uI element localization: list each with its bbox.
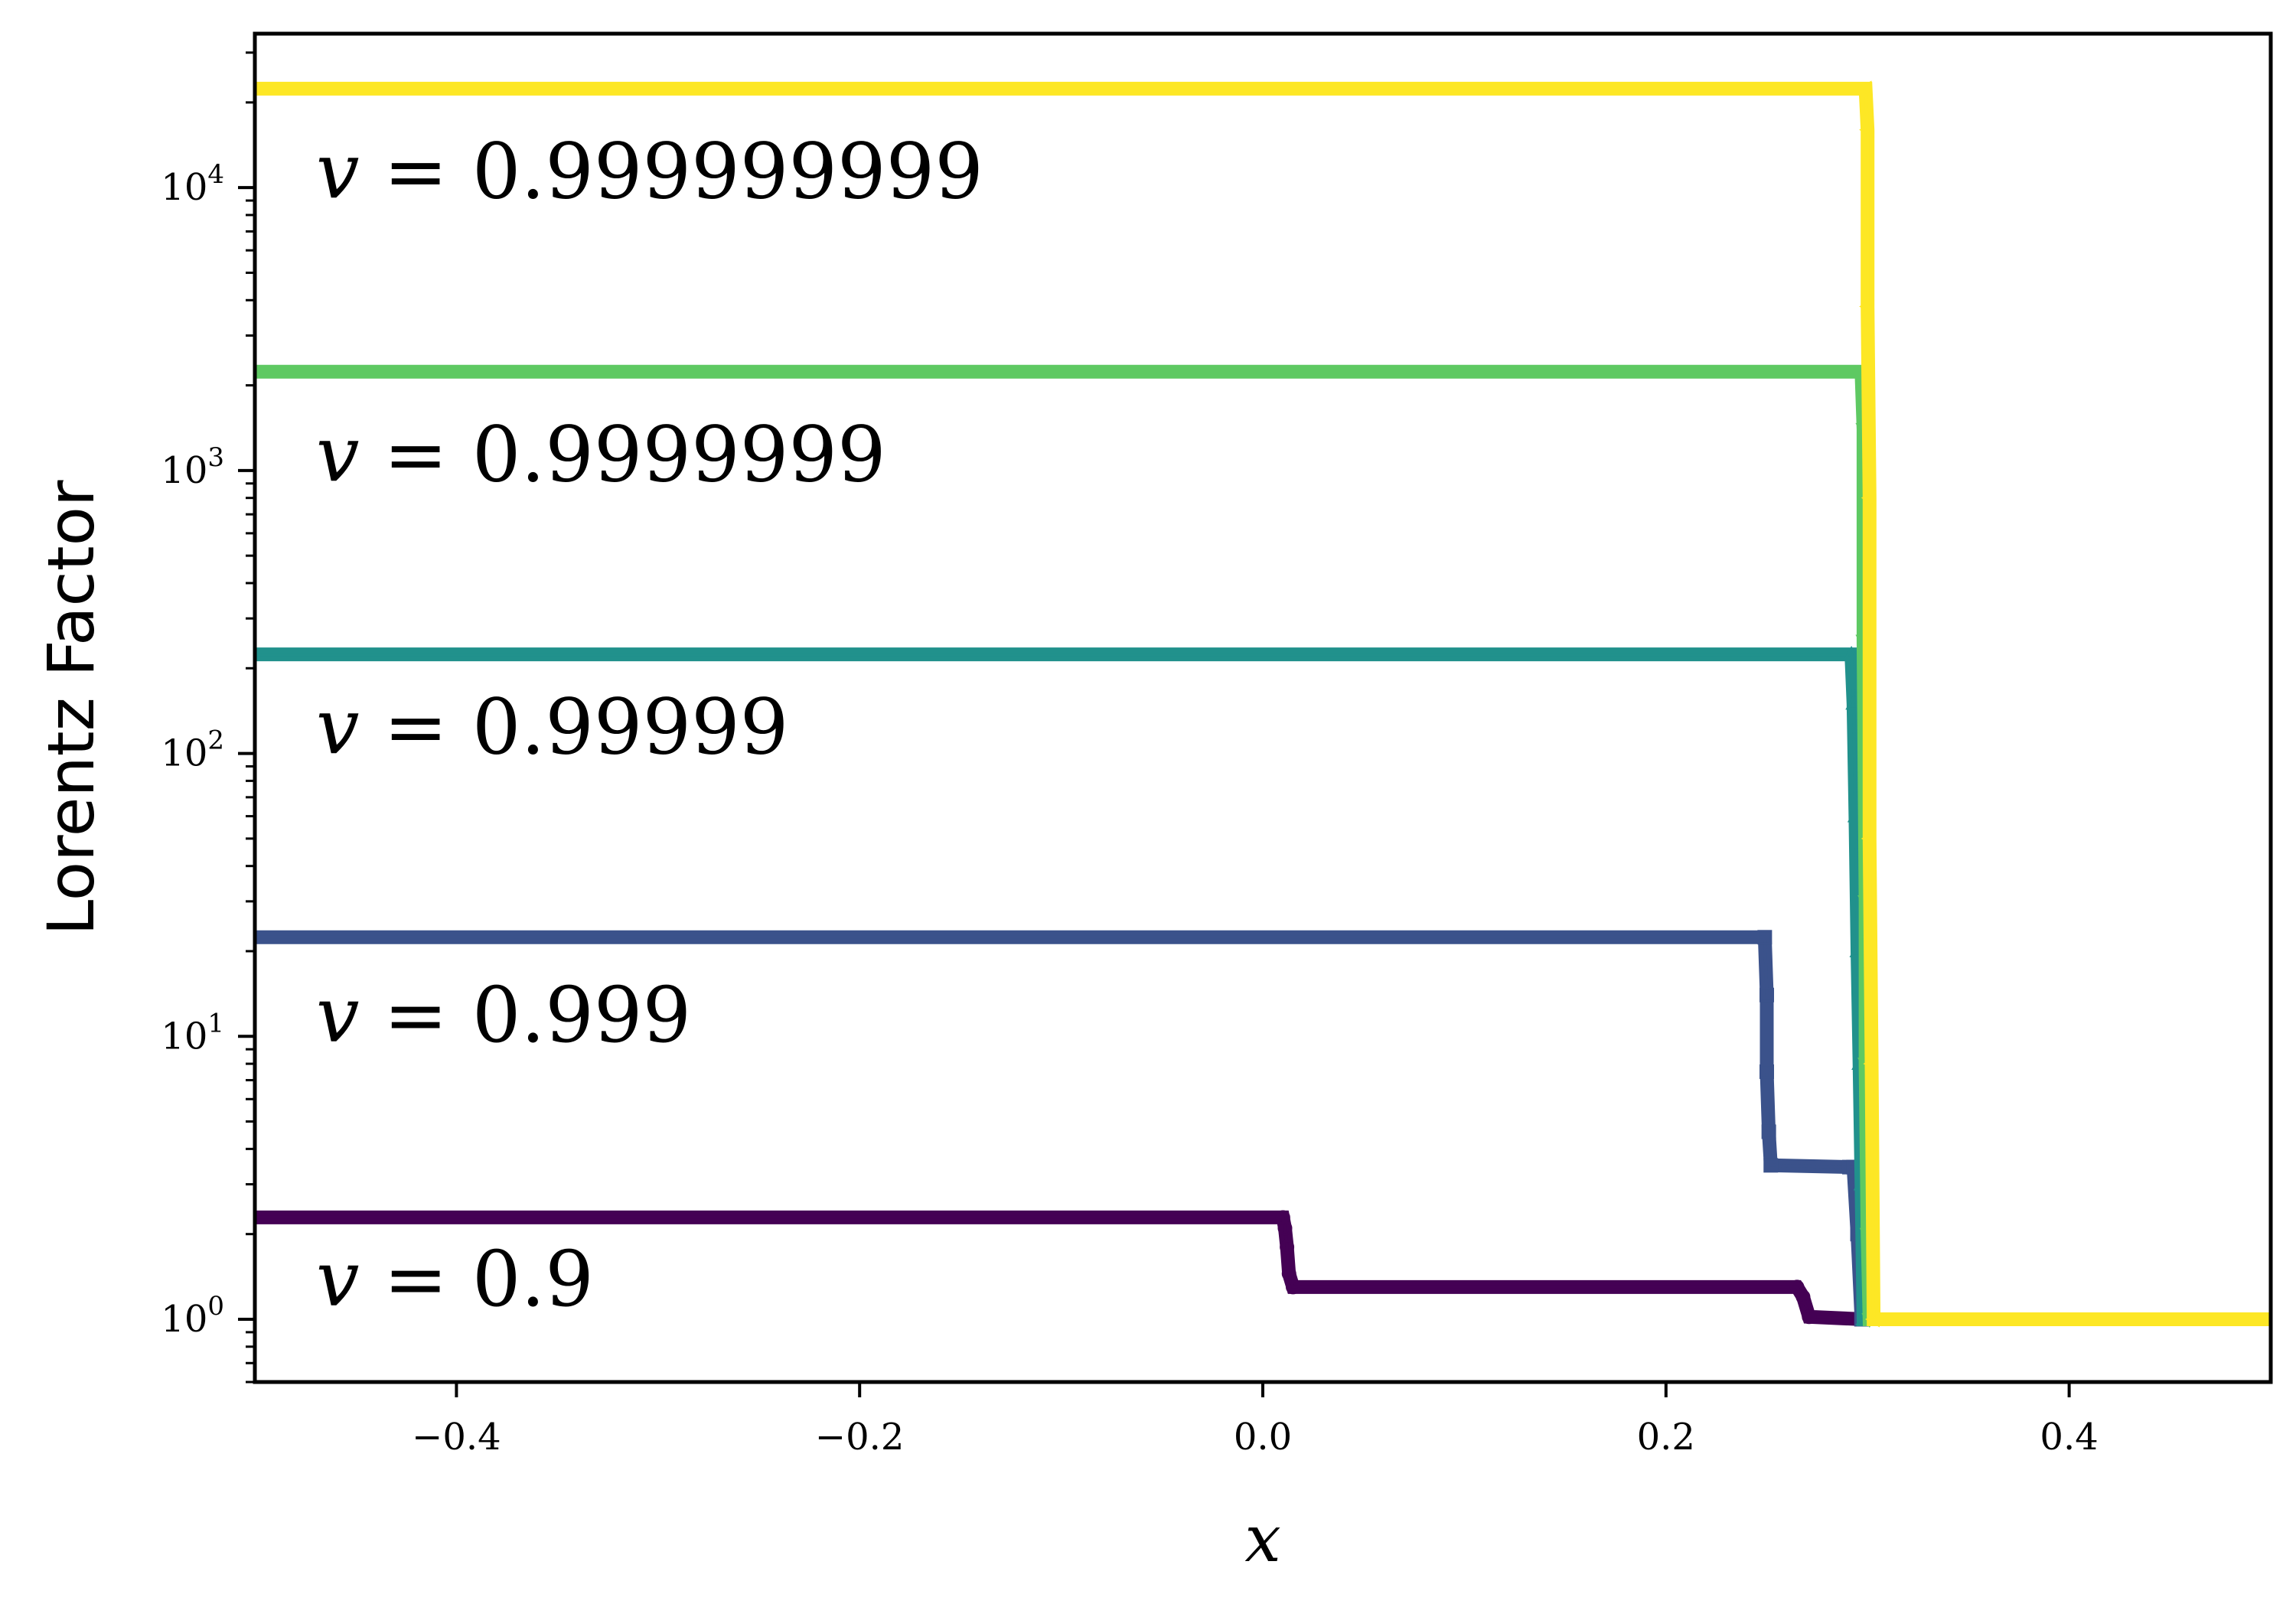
series-label-value: = 0.9999999 — [360, 409, 886, 499]
series-label-value: = 0.99999 — [360, 683, 789, 772]
x-tick-label: 0.4 — [2040, 1416, 2098, 1459]
x-tick-label: 0.2 — [1637, 1416, 1695, 1459]
series-label-value: = 0.999 — [360, 970, 692, 1060]
y-tick-exponent: 0 — [207, 1291, 224, 1322]
y-tick-base: 10 — [161, 732, 207, 775]
series-label-1: v = 0.9 — [316, 1234, 594, 1324]
data-point — [1757, 930, 1773, 945]
y-tick-base: 10 — [161, 1015, 207, 1058]
y-tick-base: 10 — [161, 1298, 207, 1341]
y-tick-base: 10 — [161, 166, 207, 209]
series-layer — [255, 80, 2271, 1328]
y-axis-label: Lorentz Factor — [34, 480, 109, 936]
data-point — [1857, 80, 1872, 97]
data-point — [1863, 1055, 1878, 1072]
data-point — [1281, 1266, 1296, 1281]
y-tick-exponent: 3 — [207, 442, 224, 473]
data-point — [1277, 1221, 1293, 1236]
series-label-value: = 0.9 — [360, 1234, 594, 1324]
data-point — [1865, 1311, 1880, 1328]
y-tick-exponent: 1 — [207, 1008, 224, 1038]
y-tick-exponent: 4 — [207, 159, 224, 190]
data-point — [1861, 490, 1876, 507]
data-point — [1859, 122, 1874, 139]
y-tick-label: 101 — [161, 1008, 224, 1058]
data-point — [1859, 298, 1874, 315]
y-tick-label: 103 — [161, 442, 224, 492]
series-label-var: v — [316, 683, 360, 772]
series-1 — [255, 1210, 2271, 1327]
data-point — [1760, 987, 1774, 1002]
x-tick-label: 0.0 — [1234, 1416, 1292, 1459]
y-tick-label: 102 — [161, 725, 224, 775]
data-point — [1861, 830, 1876, 847]
series-label-2: v = 0.999 — [316, 970, 691, 1060]
data-point — [1795, 1289, 1811, 1305]
data-point — [1761, 1124, 1776, 1139]
data-point — [1275, 1210, 1290, 1225]
series-label-var: v — [316, 127, 360, 217]
x-axis-ticks: −0.4 −0.2 0.0 0.2 0.4 — [412, 1382, 2099, 1459]
series-label-3: v = 0.99999 — [316, 683, 788, 772]
series-line — [255, 86, 2271, 1321]
x-tick-label: −0.4 — [412, 1416, 501, 1459]
series-label-value: = 0.999999999 — [360, 127, 983, 217]
series-label-var: v — [316, 409, 360, 499]
series-label-5: v = 0.999999999 — [316, 127, 983, 217]
data-point — [1802, 1309, 1817, 1325]
y-tick-exponent: 2 — [207, 725, 224, 756]
y-tick-label: 100 — [161, 1291, 224, 1341]
series-5 — [255, 80, 2271, 1328]
data-point — [1843, 645, 1860, 660]
data-point — [1286, 1279, 1301, 1295]
y-tick-base: 10 — [161, 449, 207, 492]
y-tick-label: 104 — [161, 159, 224, 209]
x-tick-label: −0.2 — [815, 1416, 905, 1459]
data-point — [1845, 695, 1862, 710]
x-axis-label: x — [1244, 1501, 1280, 1576]
data-point — [1760, 1064, 1774, 1079]
data-point — [1763, 1158, 1779, 1173]
series-label-4: v = 0.9999999 — [316, 409, 886, 499]
series-label-var: v — [316, 970, 360, 1060]
data-point — [1280, 1240, 1295, 1255]
series-label-var: v — [316, 1234, 360, 1324]
